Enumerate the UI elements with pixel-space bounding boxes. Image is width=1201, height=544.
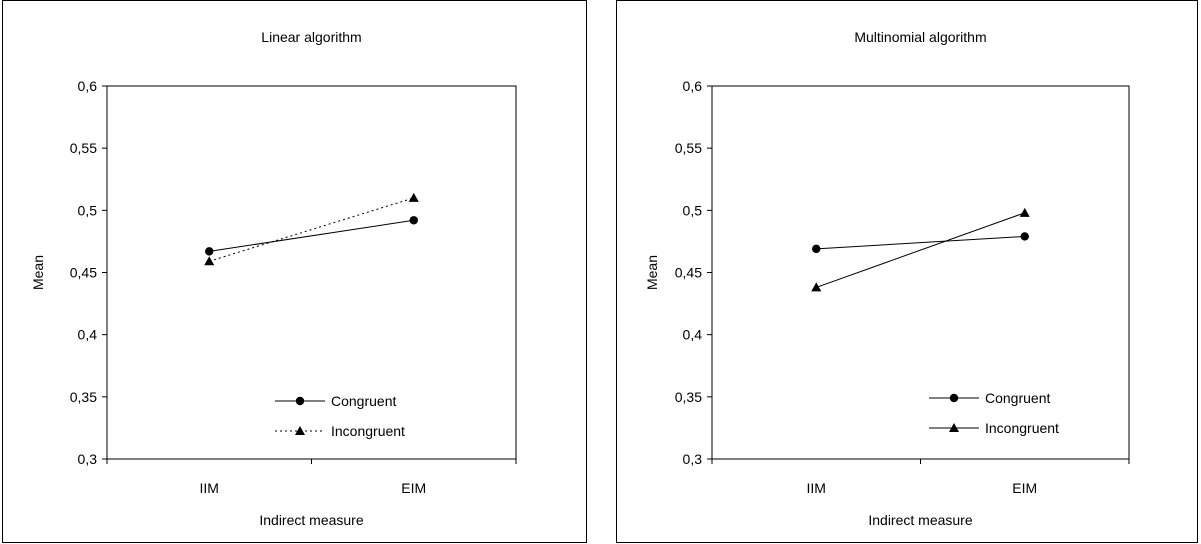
- x-axis-label: Indirect measure: [868, 512, 972, 528]
- legend-marker-congruent: [295, 396, 305, 406]
- chart-title: Linear algorithm: [261, 29, 361, 45]
- y-tick-label: 0,55: [70, 140, 97, 156]
- legend-label: Congruent: [985, 390, 1050, 406]
- series-line-congruent: [816, 235, 1025, 250]
- y-tick-label: 0,5: [78, 202, 98, 218]
- chart-panel-linear: Linear algorithm 0,3 0,35 0,4 0,45 0,5 0,55 0,6…: [2, 0, 587, 543]
- legend-marker-incongruent: [295, 426, 305, 435]
- chart-linear: Linear algorithm 0,3 0,35 0,4 0,45 0,5 0,55 0,6…: [30, 29, 517, 528]
- y-tick-label: 0,3: [683, 451, 703, 467]
- data-point-incongruent-iim: [204, 256, 215, 266]
- data-point-incongruent-eim: [408, 192, 419, 202]
- y-tick-label: 0,45: [70, 265, 97, 281]
- y-tick-label: 0,5: [683, 202, 703, 218]
- data-point-incongruent-iim: [811, 282, 822, 292]
- series-line-congruent: [209, 219, 414, 252]
- y-tick-label: 0,4: [78, 327, 98, 343]
- x-tick-label: IIM: [200, 480, 219, 496]
- y-tick-label: 0,45: [675, 265, 702, 281]
- chart-panel-multinomial: Multinomial algorithm 0,3 0,35 0,4 0,45 0,5 0,…: [616, 0, 1198, 543]
- data-point-congruent-eim: [409, 216, 418, 225]
- chart-multinomial: Multinomial algorithm 0,3 0,35 0,4 0,45 0,5 0,…: [644, 29, 1130, 528]
- y-tick-label: 0,35: [675, 389, 702, 405]
- legend-label: Incongruent: [985, 420, 1059, 436]
- y-tick-label: 0,55: [675, 140, 702, 156]
- y-tick-label: 0,6: [78, 78, 98, 94]
- legend-label: Congruent: [331, 393, 396, 409]
- y-tick-label: 0,4: [683, 327, 703, 343]
- data-point-congruent-eim: [1020, 232, 1029, 241]
- x-tick-label: IIM: [807, 480, 826, 496]
- y-axis-label: Mean: [30, 255, 46, 290]
- plot-area: [106, 85, 517, 460]
- legend-marker-congruent: [949, 393, 959, 403]
- legend-marker-incongruent: [949, 423, 959, 432]
- series-line-incongruent: [209, 197, 414, 262]
- y-tick-label: 0,35: [70, 389, 97, 405]
- y-axis-label: Mean: [644, 255, 660, 290]
- data-point-incongruent-eim: [1019, 207, 1030, 217]
- x-axis-label: Indirect measure: [259, 512, 363, 528]
- x-tick-label: EIM: [1012, 480, 1037, 496]
- x-tick-label: EIM: [401, 480, 426, 496]
- plot-area: [711, 85, 1130, 460]
- y-tick-label: 0,3: [78, 451, 98, 467]
- data-point-congruent-iim: [205, 247, 214, 256]
- legend-label: Incongruent: [331, 423, 405, 439]
- y-tick-label: 0,6: [683, 78, 703, 94]
- chart-title: Multinomial algorithm: [854, 29, 986, 45]
- data-point-congruent-iim: [812, 244, 821, 254]
- series-line-incongruent: [816, 212, 1025, 288]
